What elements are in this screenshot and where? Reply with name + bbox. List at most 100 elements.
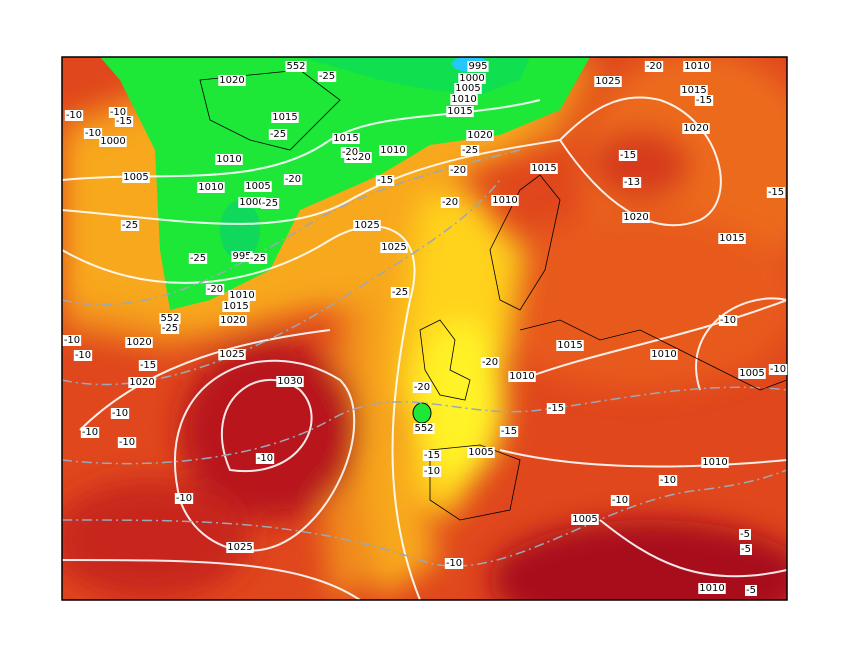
contour-label: 1020 xyxy=(623,212,648,223)
contour-label: 1005 xyxy=(245,181,270,192)
contour-label: 1010 xyxy=(380,145,405,156)
contour-label: 1025 xyxy=(381,242,406,253)
label-box xyxy=(450,94,478,105)
contour-label: 1020 xyxy=(683,123,708,134)
contour-label: 1020 xyxy=(126,337,151,348)
contour-label: -10 xyxy=(110,107,126,118)
label-box xyxy=(255,453,275,464)
contour-label: -20 xyxy=(285,174,301,185)
contour-label: -15 xyxy=(620,150,636,161)
contour-label: -25 xyxy=(262,198,278,209)
label-box xyxy=(271,112,299,123)
label-box xyxy=(701,457,729,468)
label-box xyxy=(260,198,280,209)
contour-label: -10 xyxy=(424,466,440,477)
label-box xyxy=(317,71,337,82)
label-box xyxy=(117,437,137,448)
label-box xyxy=(530,163,558,174)
label-box xyxy=(218,349,246,360)
label-box xyxy=(658,475,678,486)
contour-label: -10 xyxy=(446,558,462,569)
label-box xyxy=(375,175,395,186)
contour-label: 1005 xyxy=(572,514,597,525)
label-box xyxy=(610,495,630,506)
contour-label: 1010 xyxy=(702,457,727,468)
contour-label: -20 xyxy=(207,284,223,295)
contour-label: -20 xyxy=(450,165,466,176)
contour-label: -25 xyxy=(122,220,138,231)
contour-label: -5 xyxy=(746,585,756,596)
contour-label: -10 xyxy=(660,475,676,486)
contour-label: -10 xyxy=(119,437,135,448)
label-box xyxy=(110,408,130,419)
label-box xyxy=(594,76,622,87)
contour-label: 1005 xyxy=(739,368,764,379)
label-box xyxy=(219,315,247,326)
label-box xyxy=(467,61,489,72)
label-box xyxy=(222,301,250,312)
contour-label: -20 xyxy=(342,147,358,158)
label-box xyxy=(698,583,726,594)
contour-label: 1020 xyxy=(129,377,154,388)
contour-label: -25 xyxy=(392,287,408,298)
label-box xyxy=(718,315,738,326)
label-box xyxy=(768,364,788,375)
contour-label: -20 xyxy=(646,61,662,72)
label-box xyxy=(244,181,272,192)
label-box xyxy=(444,558,464,569)
label-box xyxy=(332,133,360,144)
label-box xyxy=(466,130,494,141)
label-box xyxy=(160,323,180,334)
contour-label: 1025 xyxy=(227,542,252,553)
contour-label: 1000 xyxy=(100,136,125,147)
contour-label: 1015 xyxy=(223,301,248,312)
contour-label: -25 xyxy=(270,129,286,140)
contour-label: -10 xyxy=(176,493,192,504)
label-box xyxy=(122,172,150,183)
contour-label: 1015 xyxy=(272,112,297,123)
label-box xyxy=(114,116,134,127)
label-box xyxy=(460,145,480,156)
label-box xyxy=(379,145,407,156)
contour-label: -10 xyxy=(257,453,273,464)
label-box xyxy=(508,371,536,382)
label-box xyxy=(62,335,82,346)
field xyxy=(62,57,787,600)
label-box xyxy=(390,287,410,298)
contour-label: 1010 xyxy=(229,290,254,301)
contour-label: 1010 xyxy=(451,94,476,105)
contour-label: -10 xyxy=(720,315,736,326)
contour-label: 1015 xyxy=(557,340,582,351)
contour-label: -15 xyxy=(696,95,712,106)
label-box xyxy=(197,182,225,193)
label-box xyxy=(683,61,711,72)
label-box xyxy=(650,349,678,360)
label-box xyxy=(694,95,714,106)
contour-label: 1030 xyxy=(277,376,302,387)
contour-label: -5 xyxy=(740,529,750,540)
label-box xyxy=(276,376,304,387)
contour-label: -10 xyxy=(770,364,786,375)
contour-label: 1005 xyxy=(455,83,480,94)
label-box xyxy=(499,426,519,437)
label-box xyxy=(218,75,246,86)
contour-label: 995 xyxy=(468,61,487,72)
contour-label: -5 xyxy=(741,544,751,555)
label-box xyxy=(228,290,256,301)
map-frame xyxy=(61,56,788,601)
label-box xyxy=(120,220,140,231)
label-box xyxy=(412,382,432,393)
label-box xyxy=(215,154,243,165)
label-box xyxy=(268,129,288,140)
label-box xyxy=(99,136,127,147)
label-box xyxy=(422,466,442,477)
contour-label: -13 xyxy=(624,177,640,188)
label-box xyxy=(618,150,638,161)
contour-label: 1015 xyxy=(531,163,556,174)
contour-label: 1005 xyxy=(123,172,148,183)
label-box xyxy=(422,450,442,461)
contour-label: 552 xyxy=(414,423,433,434)
contour-label: -10 xyxy=(85,128,101,139)
label-box xyxy=(556,340,584,351)
label-box xyxy=(740,544,752,555)
